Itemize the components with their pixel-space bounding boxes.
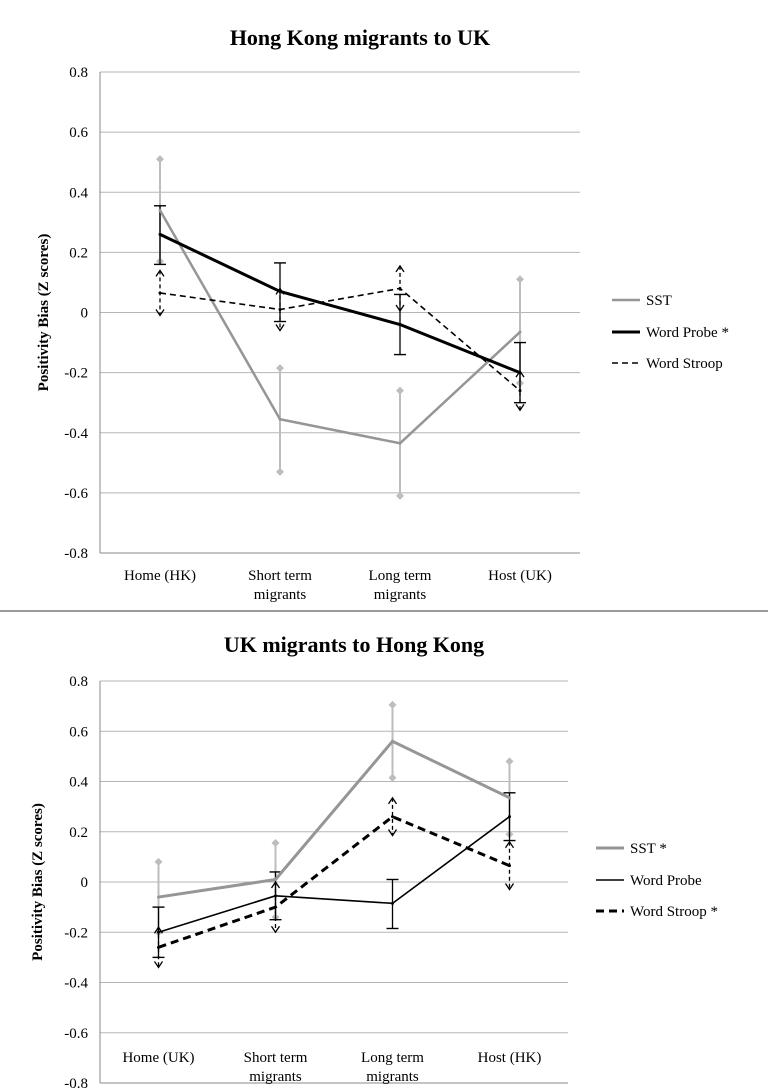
x-tick-label: migrants <box>374 587 427 603</box>
y-tick-label: 0.4 <box>69 775 88 791</box>
y-axis-label: Positivity Bias (Z scores) <box>30 803 46 961</box>
error-arrow-down <box>275 324 285 332</box>
x-tick-label: Home (UK) <box>122 1050 194 1066</box>
error-diamond <box>388 700 397 709</box>
data-point <box>508 815 511 819</box>
error-diamond <box>396 491 404 500</box>
series-line-2 <box>159 287 521 392</box>
error-diamond <box>516 275 524 284</box>
data-point <box>518 371 522 375</box>
chart-panel-uk-to-hk: UK migrants to Hong Kong -0.8 -0.6 -0.4 -0.2… <box>0 612 768 1091</box>
error-diamond <box>276 467 284 476</box>
series-line-1 <box>159 232 521 375</box>
error-arrow-down <box>515 403 525 412</box>
error-diamond <box>396 386 404 395</box>
series-line-0 <box>158 209 521 445</box>
legend-label: SST * <box>630 841 667 857</box>
legend-label: SST <box>646 293 672 309</box>
chart-title: UK migrants to Hong Kong <box>224 632 484 657</box>
data-point <box>274 877 277 881</box>
error-diamond <box>505 757 514 766</box>
data-point <box>391 901 394 905</box>
legend-label: Word Probe <box>630 873 702 889</box>
series-line-1 <box>158 816 510 934</box>
chart-uk-to-hk: UK migrants to Hong Kong -0.8 -0.6 -0.4 -0.2… <box>30 632 718 1091</box>
error-diamond <box>388 773 397 782</box>
chart-hk-to-uk: Hong Kong migrants to UK -0.8 -0.6 -0.4 -0.2… <box>36 25 729 603</box>
error-arrow-up <box>387 796 398 805</box>
error-arrow-down <box>155 309 165 317</box>
error-arrow-up <box>270 880 281 889</box>
data-point <box>508 796 511 800</box>
data-point <box>157 895 160 899</box>
error-arrow-up <box>504 840 515 849</box>
legend-label: Word Stroop <box>646 356 723 372</box>
y-tick-label: 0.6 <box>69 724 88 740</box>
x-tick-label: migrants <box>366 1069 419 1085</box>
y-tick-label: 0 <box>81 875 89 891</box>
error-diamond <box>276 364 284 373</box>
error-arrow-up <box>395 264 405 273</box>
data-point <box>158 208 162 212</box>
data-point <box>274 894 277 898</box>
chart-panel-hk-to-uk: Hong Kong migrants to UK -0.8 -0.6 -0.4 -0.2… <box>36 25 729 603</box>
error-diamond <box>156 155 164 164</box>
y-tick-label: 0.6 <box>69 125 88 141</box>
y-tick-label: -0.6 <box>64 1026 88 1042</box>
data-point <box>391 815 394 819</box>
x-tick-label: Host (HK) <box>478 1050 542 1066</box>
data-point <box>278 289 282 293</box>
error-arrow-down <box>504 883 515 891</box>
error-arrow-down <box>395 304 405 313</box>
data-point <box>398 323 402 327</box>
panel-divider <box>0 610 768 612</box>
chart-title: Hong Kong migrants to UK <box>230 25 490 50</box>
x-tick-label: Home (HK) <box>124 568 196 584</box>
y-tick-label: -0.4 <box>64 426 88 442</box>
error-diamond <box>154 857 163 866</box>
error-arrow-down <box>270 925 281 934</box>
error-diamond <box>271 839 280 848</box>
y-tick-label: 0.2 <box>69 245 88 261</box>
x-tick-label: Long term <box>361 1050 424 1066</box>
series-line-2 <box>158 815 511 949</box>
y-tick-label: -0.2 <box>64 366 88 382</box>
data-point <box>158 291 162 295</box>
data-point <box>518 330 522 334</box>
error-arrow-down <box>387 829 398 837</box>
data-point <box>398 441 402 445</box>
data-point <box>157 930 160 934</box>
x-tick-label: Host (UK) <box>488 568 552 584</box>
x-tick-label: Long term <box>369 568 432 584</box>
data-point <box>278 417 282 421</box>
y-tick-label: 0.4 <box>69 185 88 201</box>
y-tick-label: -0.8 <box>64 1076 88 1091</box>
x-tick-label: Short term <box>248 568 312 584</box>
y-axis-label: Positivity Bias (Z scores) <box>36 234 52 392</box>
error-arrow-up <box>155 269 165 277</box>
x-tick-label: migrants <box>254 587 307 603</box>
error-arrow-down <box>153 961 164 969</box>
series-line-0 <box>158 739 511 899</box>
y-tick-label: -0.8 <box>64 546 88 562</box>
x-tick-label: migrants <box>249 1069 302 1085</box>
y-tick-label: 0.8 <box>69 65 88 81</box>
y-tick-label: -0.6 <box>64 486 88 502</box>
data-point <box>398 286 402 290</box>
data-point <box>274 905 277 909</box>
y-tick-label: 0.2 <box>69 825 88 841</box>
data-point <box>391 739 394 743</box>
data-point <box>518 389 522 393</box>
y-tick-label: 0.8 <box>69 674 88 690</box>
x-tick-label: Short term <box>244 1050 308 1066</box>
y-tick-label: 0 <box>81 306 89 322</box>
data-point <box>157 945 160 949</box>
legend-label: Word Stroop * <box>630 904 718 920</box>
data-point <box>278 307 282 311</box>
y-tick-label: -0.2 <box>64 925 88 941</box>
data-point <box>158 232 162 236</box>
data-point <box>508 864 511 868</box>
legend-label: Word Probe * <box>646 325 729 341</box>
y-tick-label: -0.4 <box>64 976 88 992</box>
